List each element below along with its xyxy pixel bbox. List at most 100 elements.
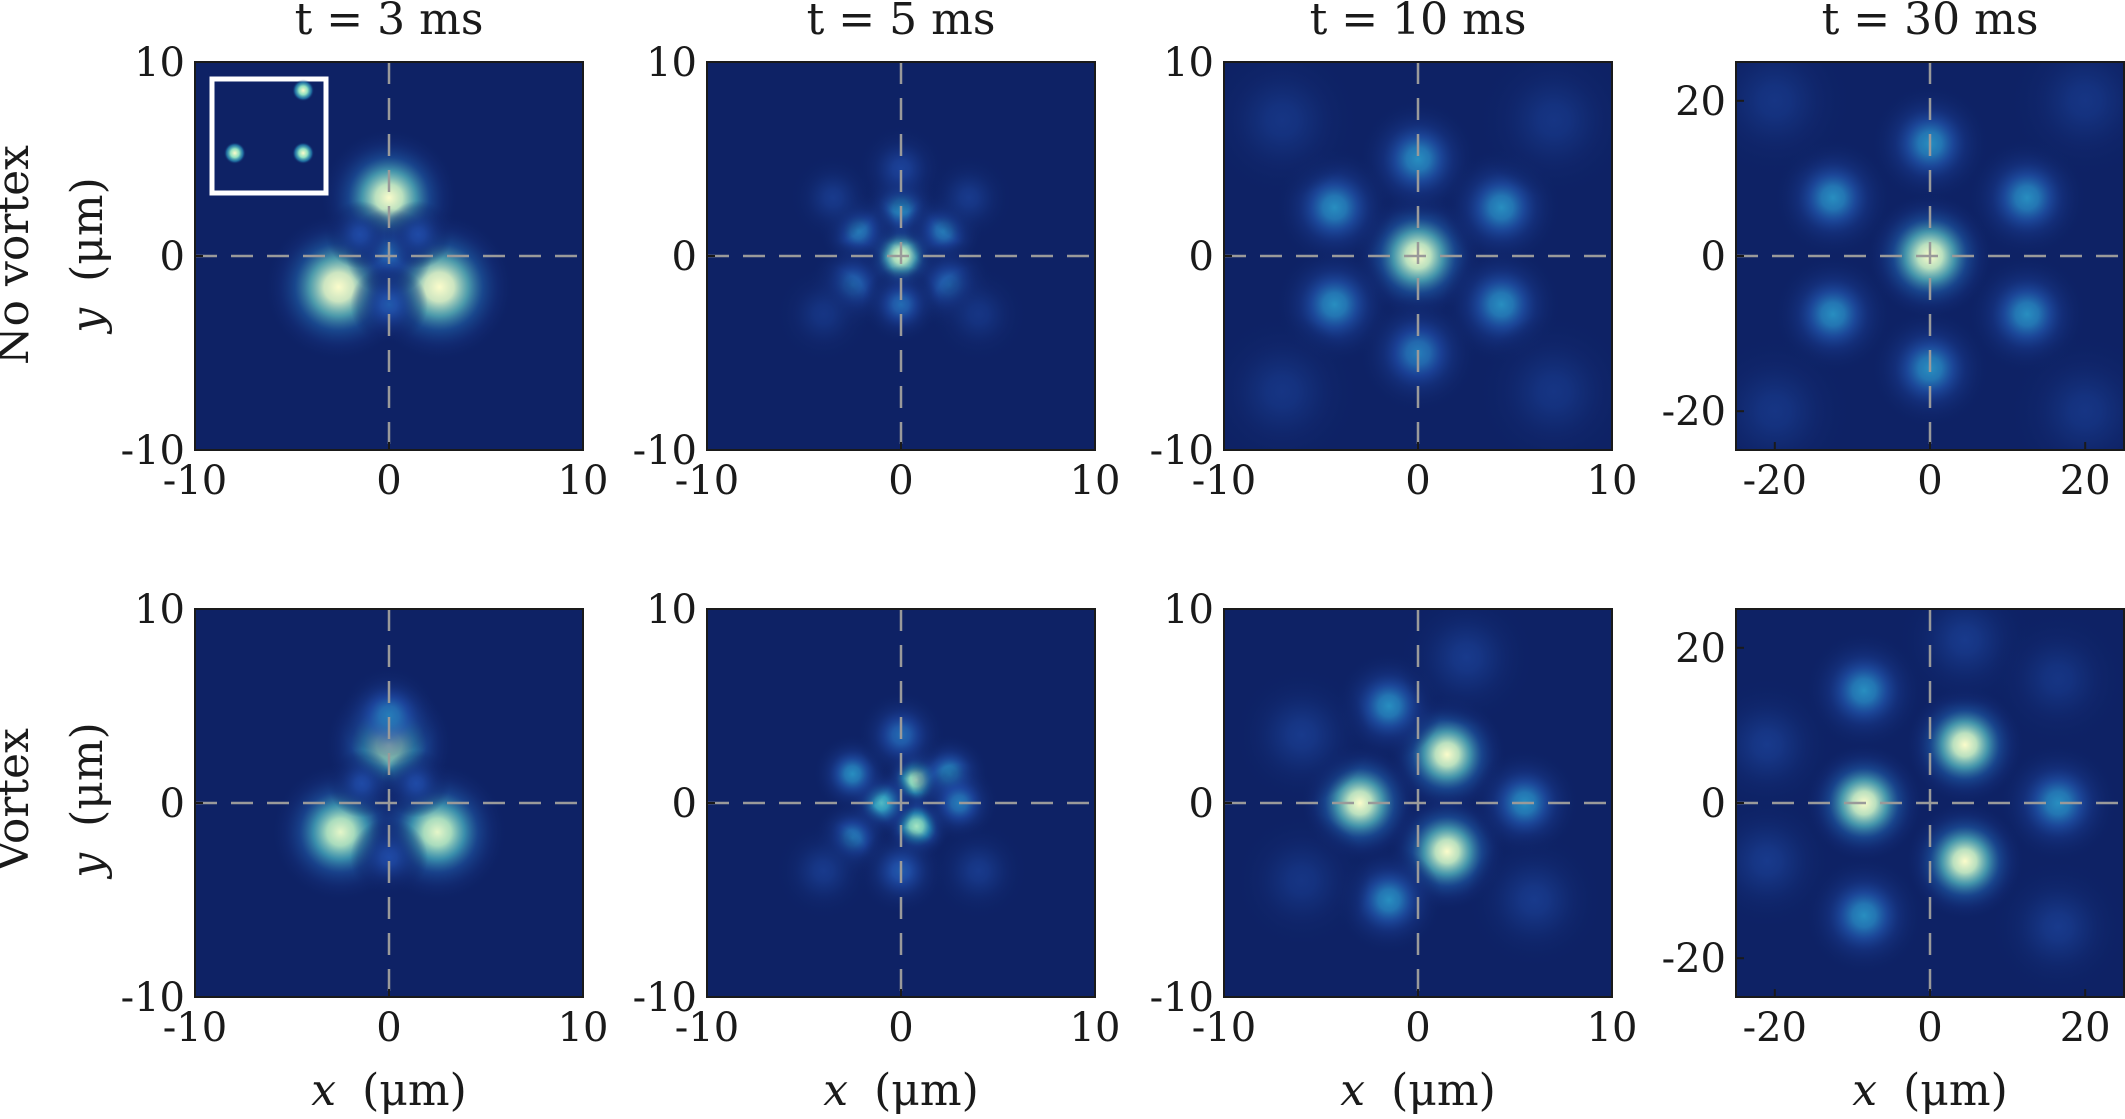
heatmap-blob — [1906, 803, 2024, 920]
x-tick-label: 0 — [888, 458, 913, 504]
y-tick-label: -10 — [121, 428, 185, 474]
heatmap-blob — [1805, 632, 1923, 749]
heatmap-blob — [1224, 314, 1360, 450]
x-axis-var: x — [1340, 1065, 1365, 1116]
x-axis-label-col-2: x (μm) — [823, 1065, 978, 1116]
column-title-4: t = 30 ms — [1822, 0, 2039, 45]
y-tick-label: 10 — [1163, 587, 1214, 633]
x-axis-unit: (μm) — [1391, 1065, 1496, 1116]
x-tick-label: 0 — [376, 458, 401, 504]
heatmap-blob — [350, 265, 428, 344]
y-tick-label: -10 — [1150, 428, 1214, 474]
inset-spot — [223, 142, 246, 165]
heatmap-blob — [384, 200, 453, 269]
x-tick-label: 10 — [1587, 458, 1638, 504]
heatmap-blob — [1736, 793, 1835, 930]
x-axis-label-col-1: x (μm) — [311, 1065, 466, 1116]
y-tick-label: 0 — [1701, 781, 1726, 827]
heatmap-blob — [1990, 859, 2124, 996]
inset-spot — [292, 79, 315, 102]
heatmap-blob — [2007, 333, 2124, 450]
heatmap-blob — [325, 200, 394, 269]
heatmap-blob — [862, 265, 940, 344]
heatmap-blob — [382, 749, 451, 818]
heatmap-blob — [1476, 314, 1612, 450]
x-tick-label: 0 — [1405, 458, 1430, 504]
row-label-no-vortex: No vortex — [0, 145, 39, 365]
y-tick-label: 20 — [1675, 626, 1726, 672]
heatmap-panel: -20 0 20 -20 0 20 — [1662, 608, 2125, 1051]
y-tick-label: -10 — [121, 975, 185, 1021]
y-tick-label: 0 — [672, 234, 697, 280]
x-tick-label: 0 — [1405, 1005, 1430, 1051]
y-tick-label: 20 — [1675, 79, 1726, 125]
x-axis-var: x — [311, 1065, 336, 1116]
x-tick-label: 20 — [2060, 1005, 2111, 1051]
y-tick-label: 10 — [646, 40, 697, 86]
x-tick-label: 0 — [1917, 458, 1942, 504]
heatmap-panel: -10 0 10 -10 0 10 — [121, 587, 609, 1051]
y-axis-var: y — [62, 852, 113, 880]
heatmap-blob — [1906, 686, 2024, 803]
x-axis-unit: (μm) — [362, 1065, 467, 1116]
heatmap-blob — [327, 749, 396, 818]
y-tick-label: -20 — [1662, 389, 1726, 435]
x-tick-label: 10 — [1070, 458, 1121, 504]
y-tick-label: 0 — [672, 781, 697, 827]
column-title-3: t = 10 ms — [1310, 0, 1527, 45]
y-tick-label: 0 — [1701, 234, 1726, 280]
x-tick-label: 0 — [888, 1005, 913, 1051]
heatmap-blob — [1398, 609, 1535, 726]
heatmap-blob — [789, 154, 877, 242]
y-tick-label: -10 — [633, 975, 697, 1021]
heatmap-blob — [774, 265, 872, 363]
x-tick-label: -10 — [675, 1005, 739, 1051]
heatmap-blob — [1466, 832, 1603, 968]
column-title-2: t = 5 ms — [807, 0, 996, 45]
y-tick-label: 0 — [160, 781, 185, 827]
x-axis-unit: (μm) — [1903, 1065, 2008, 1116]
x-axis-var: x — [1852, 1065, 1877, 1116]
x-tick-label: -10 — [163, 1005, 227, 1051]
heatmap-panel: -10 0 10 -10 0 10 — [1150, 587, 1638, 1051]
heatmap-blob — [1233, 667, 1370, 803]
x-tick-label: 0 — [1917, 1005, 1942, 1051]
y-axis-var: y — [62, 307, 113, 335]
heatmap-blob — [1736, 333, 1853, 450]
heatmap-blob — [1990, 610, 2124, 747]
inset-spot — [292, 142, 315, 165]
heatmap-blob — [1805, 857, 1923, 974]
heatmap-blob — [774, 822, 872, 920]
y-axis-unit: (μm) — [62, 177, 113, 282]
y-axis-label-row-1: y (μm) — [62, 177, 113, 335]
heatmap-blob — [1999, 744, 2117, 862]
heatmap-blob — [1736, 62, 1853, 179]
y-tick-label: 0 — [1189, 781, 1214, 827]
x-axis-label-col-3: x (μm) — [1340, 1065, 1495, 1116]
heatmap-blob — [1736, 676, 1835, 813]
x-tick-label: 10 — [1070, 1005, 1121, 1051]
x-tick-label: 20 — [2060, 458, 2111, 504]
heatmap-blob — [1233, 812, 1370, 949]
x-tick-label: -10 — [1192, 1005, 1256, 1051]
y-axis-unit: (μm) — [62, 722, 113, 827]
y-tick-label: -10 — [1150, 975, 1214, 1021]
y-tick-label: 10 — [646, 587, 697, 633]
x-axis-var: x — [823, 1065, 848, 1116]
row-label-vortex: Vortex — [0, 728, 39, 873]
heatmap-blob — [857, 125, 945, 213]
heatmap-blob — [2007, 62, 2124, 179]
y-tick-label: 0 — [160, 234, 185, 280]
heatmap-blob — [340, 667, 438, 765]
heatmap-panel: -10 0 10 -10 0 10 — [633, 40, 1121, 504]
heatmap-blob — [925, 154, 1013, 242]
x-tick-label: 10 — [558, 458, 609, 504]
x-axis-unit: (μm) — [874, 1065, 979, 1116]
x-tick-label: -10 — [675, 458, 739, 504]
heatmap-blob — [930, 265, 1028, 363]
heatmap-panel: -10 0 10 -10 0 10 — [121, 40, 609, 504]
x-tick-label: 0 — [376, 1005, 401, 1051]
y-tick-label: 0 — [1189, 234, 1214, 280]
heatmap-blob — [1476, 62, 1612, 198]
